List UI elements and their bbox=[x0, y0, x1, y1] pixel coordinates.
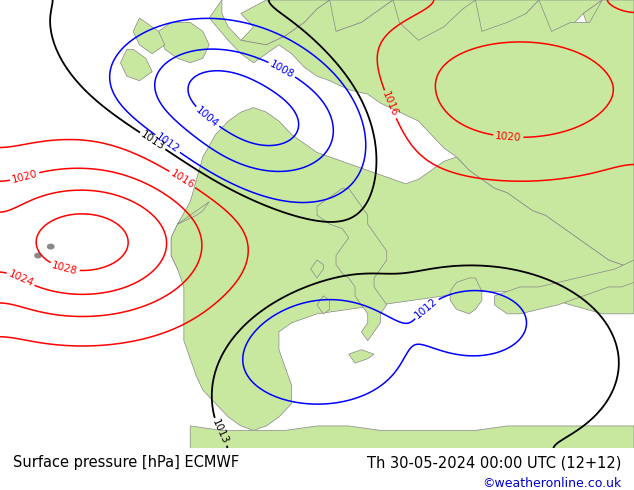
Text: 1016: 1016 bbox=[169, 168, 196, 191]
Polygon shape bbox=[380, 0, 476, 45]
Polygon shape bbox=[349, 350, 374, 363]
Circle shape bbox=[35, 253, 41, 258]
Circle shape bbox=[48, 245, 54, 249]
Polygon shape bbox=[120, 49, 152, 81]
Polygon shape bbox=[171, 108, 634, 430]
Text: 1012: 1012 bbox=[413, 296, 439, 320]
Text: 1024: 1024 bbox=[6, 269, 35, 289]
Polygon shape bbox=[209, 0, 634, 269]
Polygon shape bbox=[133, 18, 165, 54]
Polygon shape bbox=[583, 0, 634, 45]
Polygon shape bbox=[317, 296, 330, 314]
Text: 1020: 1020 bbox=[495, 131, 522, 143]
Polygon shape bbox=[171, 206, 298, 305]
Text: ©weatheronline.co.uk: ©weatheronline.co.uk bbox=[482, 477, 621, 490]
Polygon shape bbox=[450, 278, 482, 314]
Polygon shape bbox=[526, 0, 602, 40]
Text: 1013: 1013 bbox=[210, 418, 230, 446]
Polygon shape bbox=[317, 0, 393, 31]
Polygon shape bbox=[158, 23, 209, 63]
Text: Surface pressure [hPa] ECMWF: Surface pressure [hPa] ECMWF bbox=[13, 455, 239, 470]
Polygon shape bbox=[241, 0, 330, 45]
Text: 1016: 1016 bbox=[380, 90, 400, 119]
Text: 1028: 1028 bbox=[51, 260, 79, 276]
Text: 1004: 1004 bbox=[194, 105, 221, 129]
Polygon shape bbox=[190, 426, 634, 448]
Polygon shape bbox=[317, 188, 387, 341]
Text: 1008: 1008 bbox=[268, 59, 296, 80]
Text: 1013: 1013 bbox=[139, 129, 167, 152]
Polygon shape bbox=[495, 260, 634, 314]
Text: Th 30-05-2024 00:00 UTC (12+12): Th 30-05-2024 00:00 UTC (12+12) bbox=[367, 455, 621, 470]
Text: 1012: 1012 bbox=[154, 132, 181, 155]
Polygon shape bbox=[463, 0, 539, 40]
Text: 1020: 1020 bbox=[11, 168, 39, 185]
Polygon shape bbox=[311, 260, 323, 278]
